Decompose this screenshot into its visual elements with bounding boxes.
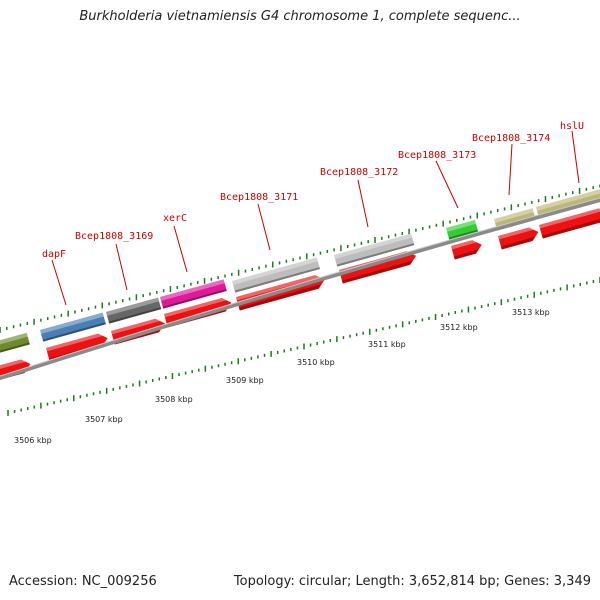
gene-box-xerC (160, 279, 227, 309)
gene-label-bcep1808-3171: Bcep1808_3171 (220, 192, 298, 203)
backbone-line (0, 198, 600, 380)
label-layer: dapF Bcep1808_3169 xerC Bcep1808_3171 Bc… (42, 121, 584, 306)
gene-label-hslU: hslU (560, 121, 584, 132)
gene-box-dapF (40, 312, 106, 342)
accession-text: Accession: NC_009256 (9, 574, 157, 589)
gene-box-bcep1808-3171 (232, 257, 321, 293)
ruler-labels: 3506 kbp 3507 kbp 3508 kbp 3509 kbp 3510… (14, 308, 550, 445)
ruler-label-3508: 3508 kbp (155, 395, 193, 404)
strand-arrow (451, 240, 482, 260)
gene-box-bcep1808-3173 (446, 219, 479, 240)
ruler-label-3506: 3506 kbp (14, 436, 52, 445)
gene-label-bcep1808-3174: Bcep1808_3174 (472, 133, 550, 144)
ruler-label-3512: 3512 kbp (440, 323, 478, 332)
backbone-line-highlight (0, 197, 600, 377)
ruler-label-3513: 3513 kbp (512, 308, 550, 317)
gene-box-bcep1808-3172 (334, 233, 415, 267)
gene-label-bcep1808-3172: Bcep1808_3172 (320, 167, 398, 178)
ruler-label-3507: 3507 kbp (85, 415, 123, 424)
topology-summary: Topology: circular; Length: 3,652,814 bp… (233, 574, 591, 589)
strand-arrow (539, 208, 600, 239)
ruler-label-3509: 3509 kbp (226, 376, 264, 385)
tick-layer (0, 184, 600, 416)
strand-arrow (498, 227, 539, 250)
gene-box-bcep1808-3169 (105, 297, 162, 324)
gene-box-olive (0, 332, 30, 355)
gene-label-dapF: dapF (42, 249, 66, 260)
gene-label-xerC: xerC (163, 213, 187, 224)
ruler-label-3510: 3510 kbp (297, 358, 335, 367)
gene-label-bcep1808-3173: Bcep1808_3173 (398, 150, 476, 161)
gene-label-bcep1808-3169: Bcep1808_3169 (75, 231, 153, 242)
map-title: Burkholderia vietnamiensis G4 chromosome… (79, 9, 521, 24)
ruler-label-3511: 3511 kbp (368, 340, 406, 349)
